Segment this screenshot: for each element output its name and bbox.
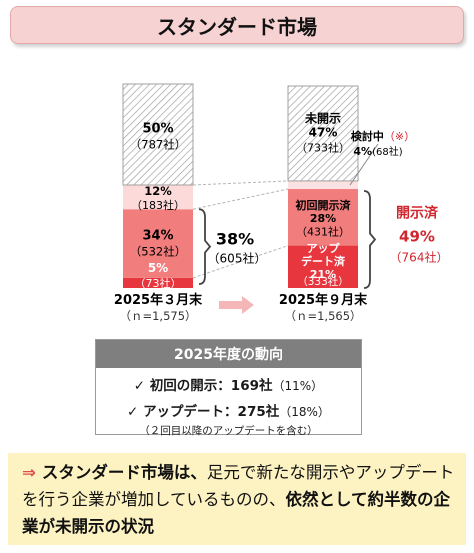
first-pct: 34%	[142, 229, 173, 244]
considering-count: （183社）	[131, 198, 185, 212]
considering-pct: 12%	[144, 184, 172, 198]
undisclosed-label: 47%	[309, 125, 338, 139]
category-label: 2025年９月末	[279, 292, 368, 308]
bar-segment-considering	[288, 180, 358, 190]
category-n: （ｎ=1,575）	[119, 309, 196, 323]
bracket-march-pct: 38%	[216, 230, 254, 249]
bar-segment-update	[288, 245, 358, 288]
callout-value: 4%(68社)	[353, 145, 402, 158]
bracket-september	[363, 190, 377, 289]
callout-line	[349, 143, 379, 186]
bracket-sep-count: （764社）	[390, 250, 449, 265]
bar-segment-first	[123, 209, 193, 278]
arrow-right-icon	[219, 296, 254, 314]
bar-segment-12pct	[123, 184, 193, 210]
stacked-bar-chart: 50%（787社） 12%（183社） 34%（532社） 5%（73社） 38% （60…	[114, 83, 449, 323]
arrow-icon: ⇒	[22, 463, 36, 482]
check-icon: ✓	[133, 378, 146, 394]
bracket-sep-label: 開示済	[396, 205, 439, 222]
trend-row-label: アップデート：275社	[143, 404, 280, 420]
category-n: （ｎ=1,565）	[284, 309, 361, 323]
bar-segment-undisclosed	[287, 85, 359, 182]
undisclosed-count: （733社）	[296, 140, 350, 154]
summary-bold-lead: スタンダード市場は、	[41, 463, 207, 482]
trend-row-label: 初回の開示：169社	[149, 378, 273, 394]
trend-row-pct: （18%）	[279, 405, 330, 419]
trend-box: 2025年度の動向 ✓ 初回の開示：169社（11%） ✓ アップデート：275…	[95, 339, 362, 437]
first-label: 28%	[310, 212, 336, 225]
bracket-march-count: （605社）	[208, 251, 267, 266]
trend-row-first: ✓ 初回の開示：169社（11%）	[96, 374, 361, 394]
update-label: 21%	[310, 268, 336, 281]
first-label: 初回開示済	[296, 198, 352, 212]
connector-line	[192, 245, 289, 279]
undisclosed-label: 未開示	[304, 110, 341, 125]
undisclosed-count: （787社）	[130, 137, 186, 151]
page-title: スタンダード市場	[10, 6, 464, 44]
bracket-march	[198, 208, 212, 285]
callout-label: 検討中（※）	[351, 129, 415, 143]
first-count: （431社）	[296, 224, 350, 238]
summary-box: ⇒ スタンダード市場は、足元で新たな開示やアップデートを行う企業が増加しているもの…	[8, 453, 466, 545]
connector-line	[192, 188, 289, 210]
category-label: 2025年３月末	[114, 292, 203, 308]
connector-line	[192, 180, 289, 186]
update-count: （73社）	[135, 276, 182, 290]
trend-header: 2025年度の動向	[96, 340, 361, 368]
undisclosed-pct: 50%	[142, 121, 173, 136]
update-label: デート済	[301, 254, 346, 268]
summary-bold-conclusion: 依然として約半数の企業が未開示の状況	[22, 490, 451, 536]
first-count: （532社）	[130, 245, 186, 259]
bar-segment-update	[123, 277, 193, 288]
bar-segment-undisclosed	[122, 83, 194, 186]
update-count: （333社）	[297, 275, 349, 288]
update-label: アップ	[307, 241, 341, 255]
bar-segment-first	[288, 189, 358, 246]
trend-note: （２回目以降のアップデートを含む）	[139, 425, 318, 437]
check-icon: ✓	[127, 404, 139, 420]
bracket-sep-pct: 49%	[399, 228, 435, 246]
update-pct: 5%	[148, 261, 168, 275]
summary-text: 足元で新たな開示やアップデートを行う企業が増加しているものの、	[22, 463, 455, 509]
trend-row-update: ✓ アップデート：275社（18%）	[96, 400, 361, 420]
trend-row-pct: （11%）	[272, 379, 324, 393]
